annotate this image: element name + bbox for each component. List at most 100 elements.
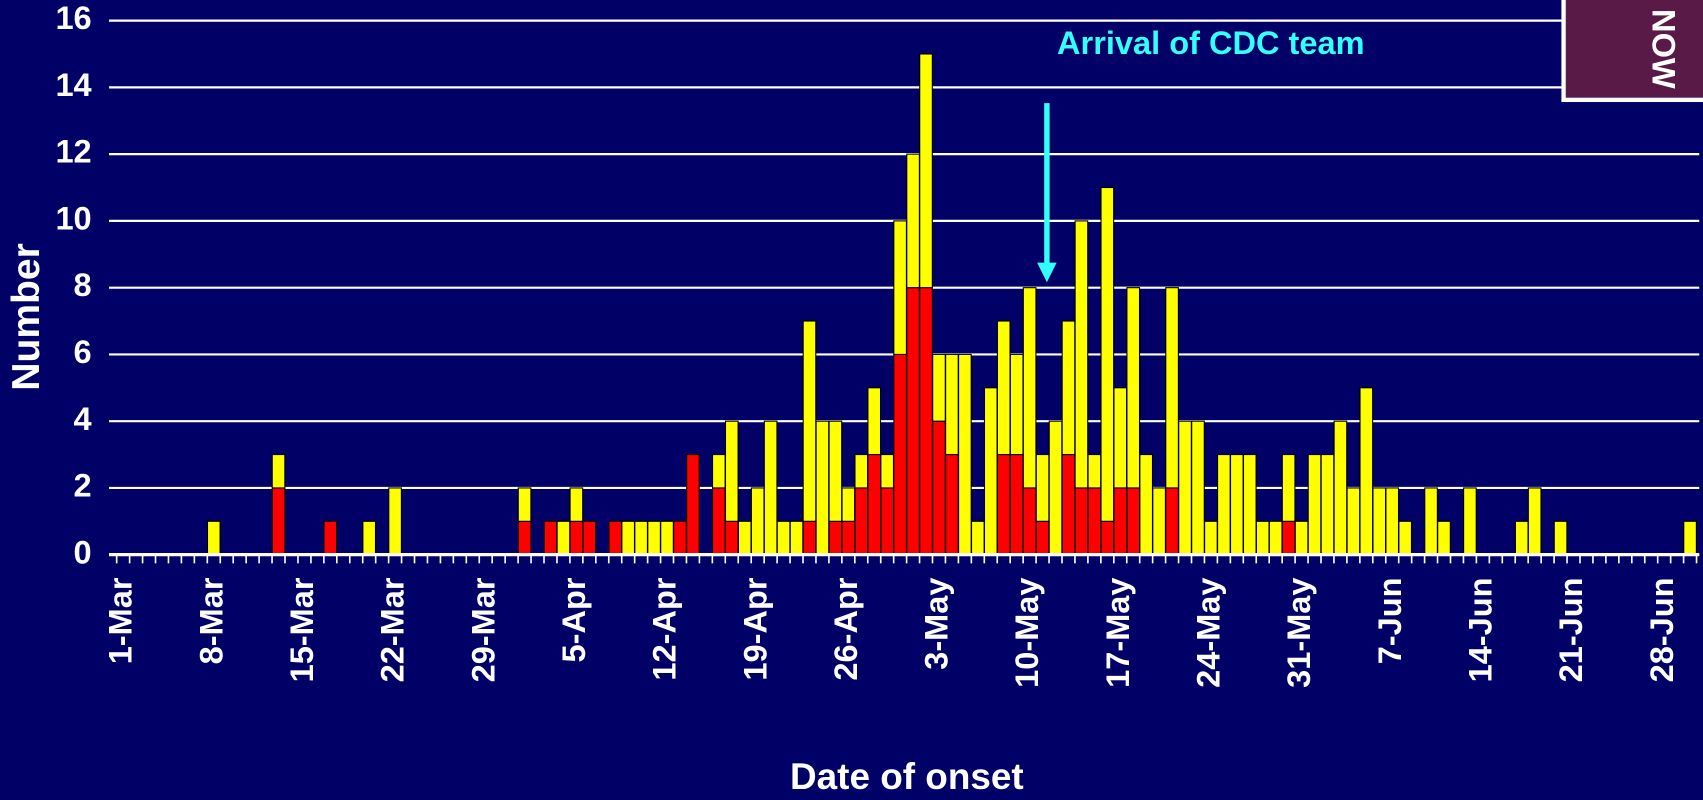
bar-segment bbox=[1113, 387, 1128, 489]
bar-segment bbox=[1035, 454, 1050, 522]
badge-text: NOW bbox=[1646, 9, 1682, 89]
x-tick-label: 26-Apr bbox=[828, 577, 864, 680]
bar-segment bbox=[711, 487, 726, 556]
x-tick-label: 12-Apr bbox=[647, 577, 683, 680]
bar-segment bbox=[647, 520, 661, 556]
bar-segment bbox=[517, 487, 532, 522]
annotation: Arrival of CDC team bbox=[1057, 25, 1364, 61]
bar-segment bbox=[854, 454, 869, 489]
x-tick-label: 28-Jun bbox=[1644, 577, 1680, 682]
y-tick-label: 12 bbox=[55, 134, 91, 170]
x-tick-label: 8-Mar bbox=[193, 577, 229, 664]
x-tick-label: 21-Jun bbox=[1553, 577, 1589, 682]
x-tick-label: 17-May bbox=[1100, 577, 1136, 687]
bar-segment bbox=[1061, 320, 1076, 456]
bar-segment bbox=[323, 520, 338, 556]
bar-segment bbox=[569, 487, 584, 522]
bar-segment bbox=[1087, 487, 1102, 556]
y-tick-label: 2 bbox=[74, 468, 92, 504]
bar-segment bbox=[673, 520, 687, 556]
bar-segment bbox=[1255, 520, 1270, 556]
bar-segment bbox=[1126, 287, 1141, 489]
bar-segment bbox=[906, 287, 920, 556]
bar-segment bbox=[841, 487, 856, 522]
annotation-arrowhead bbox=[1037, 262, 1057, 283]
bar-segment bbox=[919, 287, 933, 556]
bar-segment bbox=[1022, 487, 1037, 556]
bar-segment bbox=[1087, 454, 1102, 489]
bar-segment bbox=[945, 454, 959, 556]
bar-segment bbox=[362, 520, 377, 556]
x-tick-label: 1-Mar bbox=[103, 577, 139, 664]
bar-segment bbox=[1281, 520, 1296, 556]
bar-segment bbox=[815, 420, 830, 556]
bar-segment bbox=[970, 520, 985, 556]
bar-segment bbox=[1359, 387, 1374, 556]
bar-segment bbox=[880, 454, 895, 489]
bar-segment bbox=[867, 387, 882, 456]
bar-segment bbox=[1385, 487, 1400, 556]
bar-segment bbox=[1281, 454, 1296, 522]
bar-segment bbox=[686, 454, 700, 556]
bar-segment bbox=[854, 487, 869, 556]
bar-segment bbox=[724, 420, 739, 522]
bar-segment bbox=[802, 320, 817, 522]
bar-segment bbox=[1113, 487, 1128, 556]
bar-segment bbox=[841, 520, 856, 556]
bar-segment bbox=[1217, 454, 1231, 556]
bar-segment bbox=[1152, 487, 1166, 556]
x-axis-label: Date of onset bbox=[790, 756, 1024, 797]
bar-segment bbox=[750, 487, 765, 556]
bar-segment bbox=[893, 220, 907, 355]
bar-segment bbox=[711, 454, 726, 489]
bar-segment bbox=[1320, 454, 1335, 556]
y-axis-label: Number bbox=[5, 243, 48, 391]
bar-segment bbox=[1424, 487, 1438, 556]
x-tick-label: 10-May bbox=[1009, 577, 1045, 687]
bar-segment bbox=[569, 520, 584, 556]
bar-segment bbox=[1346, 487, 1361, 556]
bar-segment bbox=[1061, 454, 1076, 556]
bar-segment bbox=[1372, 487, 1387, 556]
x-tick-label: 3-May bbox=[919, 577, 955, 669]
bar-segment bbox=[1009, 353, 1024, 456]
x-tick-label: 24-May bbox=[1191, 577, 1227, 687]
bar-segment bbox=[1463, 487, 1477, 556]
bar-segment bbox=[1048, 420, 1063, 556]
bar-segment bbox=[1165, 287, 1179, 489]
y-tick-label: 14 bbox=[55, 67, 91, 103]
bar-segment bbox=[880, 487, 895, 556]
bar-segment bbox=[556, 520, 571, 556]
bar-segment bbox=[1074, 220, 1089, 489]
bar-segment bbox=[634, 520, 648, 556]
bar-segment bbox=[608, 520, 623, 556]
bar-segment bbox=[906, 153, 920, 289]
bar-segment bbox=[271, 454, 286, 489]
bar-segment bbox=[1527, 487, 1542, 556]
bar-segment bbox=[1333, 420, 1348, 556]
bar-segment bbox=[1139, 454, 1154, 556]
bar-segment bbox=[919, 53, 933, 289]
bar-segment bbox=[1165, 487, 1179, 556]
x-tick-label: 7-Jun bbox=[1372, 577, 1408, 664]
y-tick-label: 16 bbox=[55, 0, 91, 36]
bar-segment bbox=[1126, 487, 1141, 556]
bar-segment bbox=[828, 420, 843, 522]
bar-segment bbox=[543, 520, 558, 556]
y-tick-label: 6 bbox=[74, 334, 92, 370]
bar-segment bbox=[621, 520, 636, 556]
bar-segment bbox=[958, 353, 972, 556]
bar-segment bbox=[271, 487, 286, 556]
bar-segment bbox=[388, 487, 402, 556]
x-tick-label: 15-Mar bbox=[284, 577, 320, 682]
bar-segment bbox=[517, 520, 532, 556]
x-tick-label: 29-Mar bbox=[465, 577, 501, 682]
bar-segment bbox=[1398, 520, 1413, 556]
bar-segment bbox=[932, 420, 946, 556]
x-tick-label: 22-Mar bbox=[375, 577, 411, 682]
bar-segment bbox=[1514, 520, 1529, 556]
bar-segment bbox=[1683, 520, 1697, 556]
bar-segment bbox=[1100, 520, 1115, 556]
y-tick-label: 10 bbox=[55, 200, 91, 236]
